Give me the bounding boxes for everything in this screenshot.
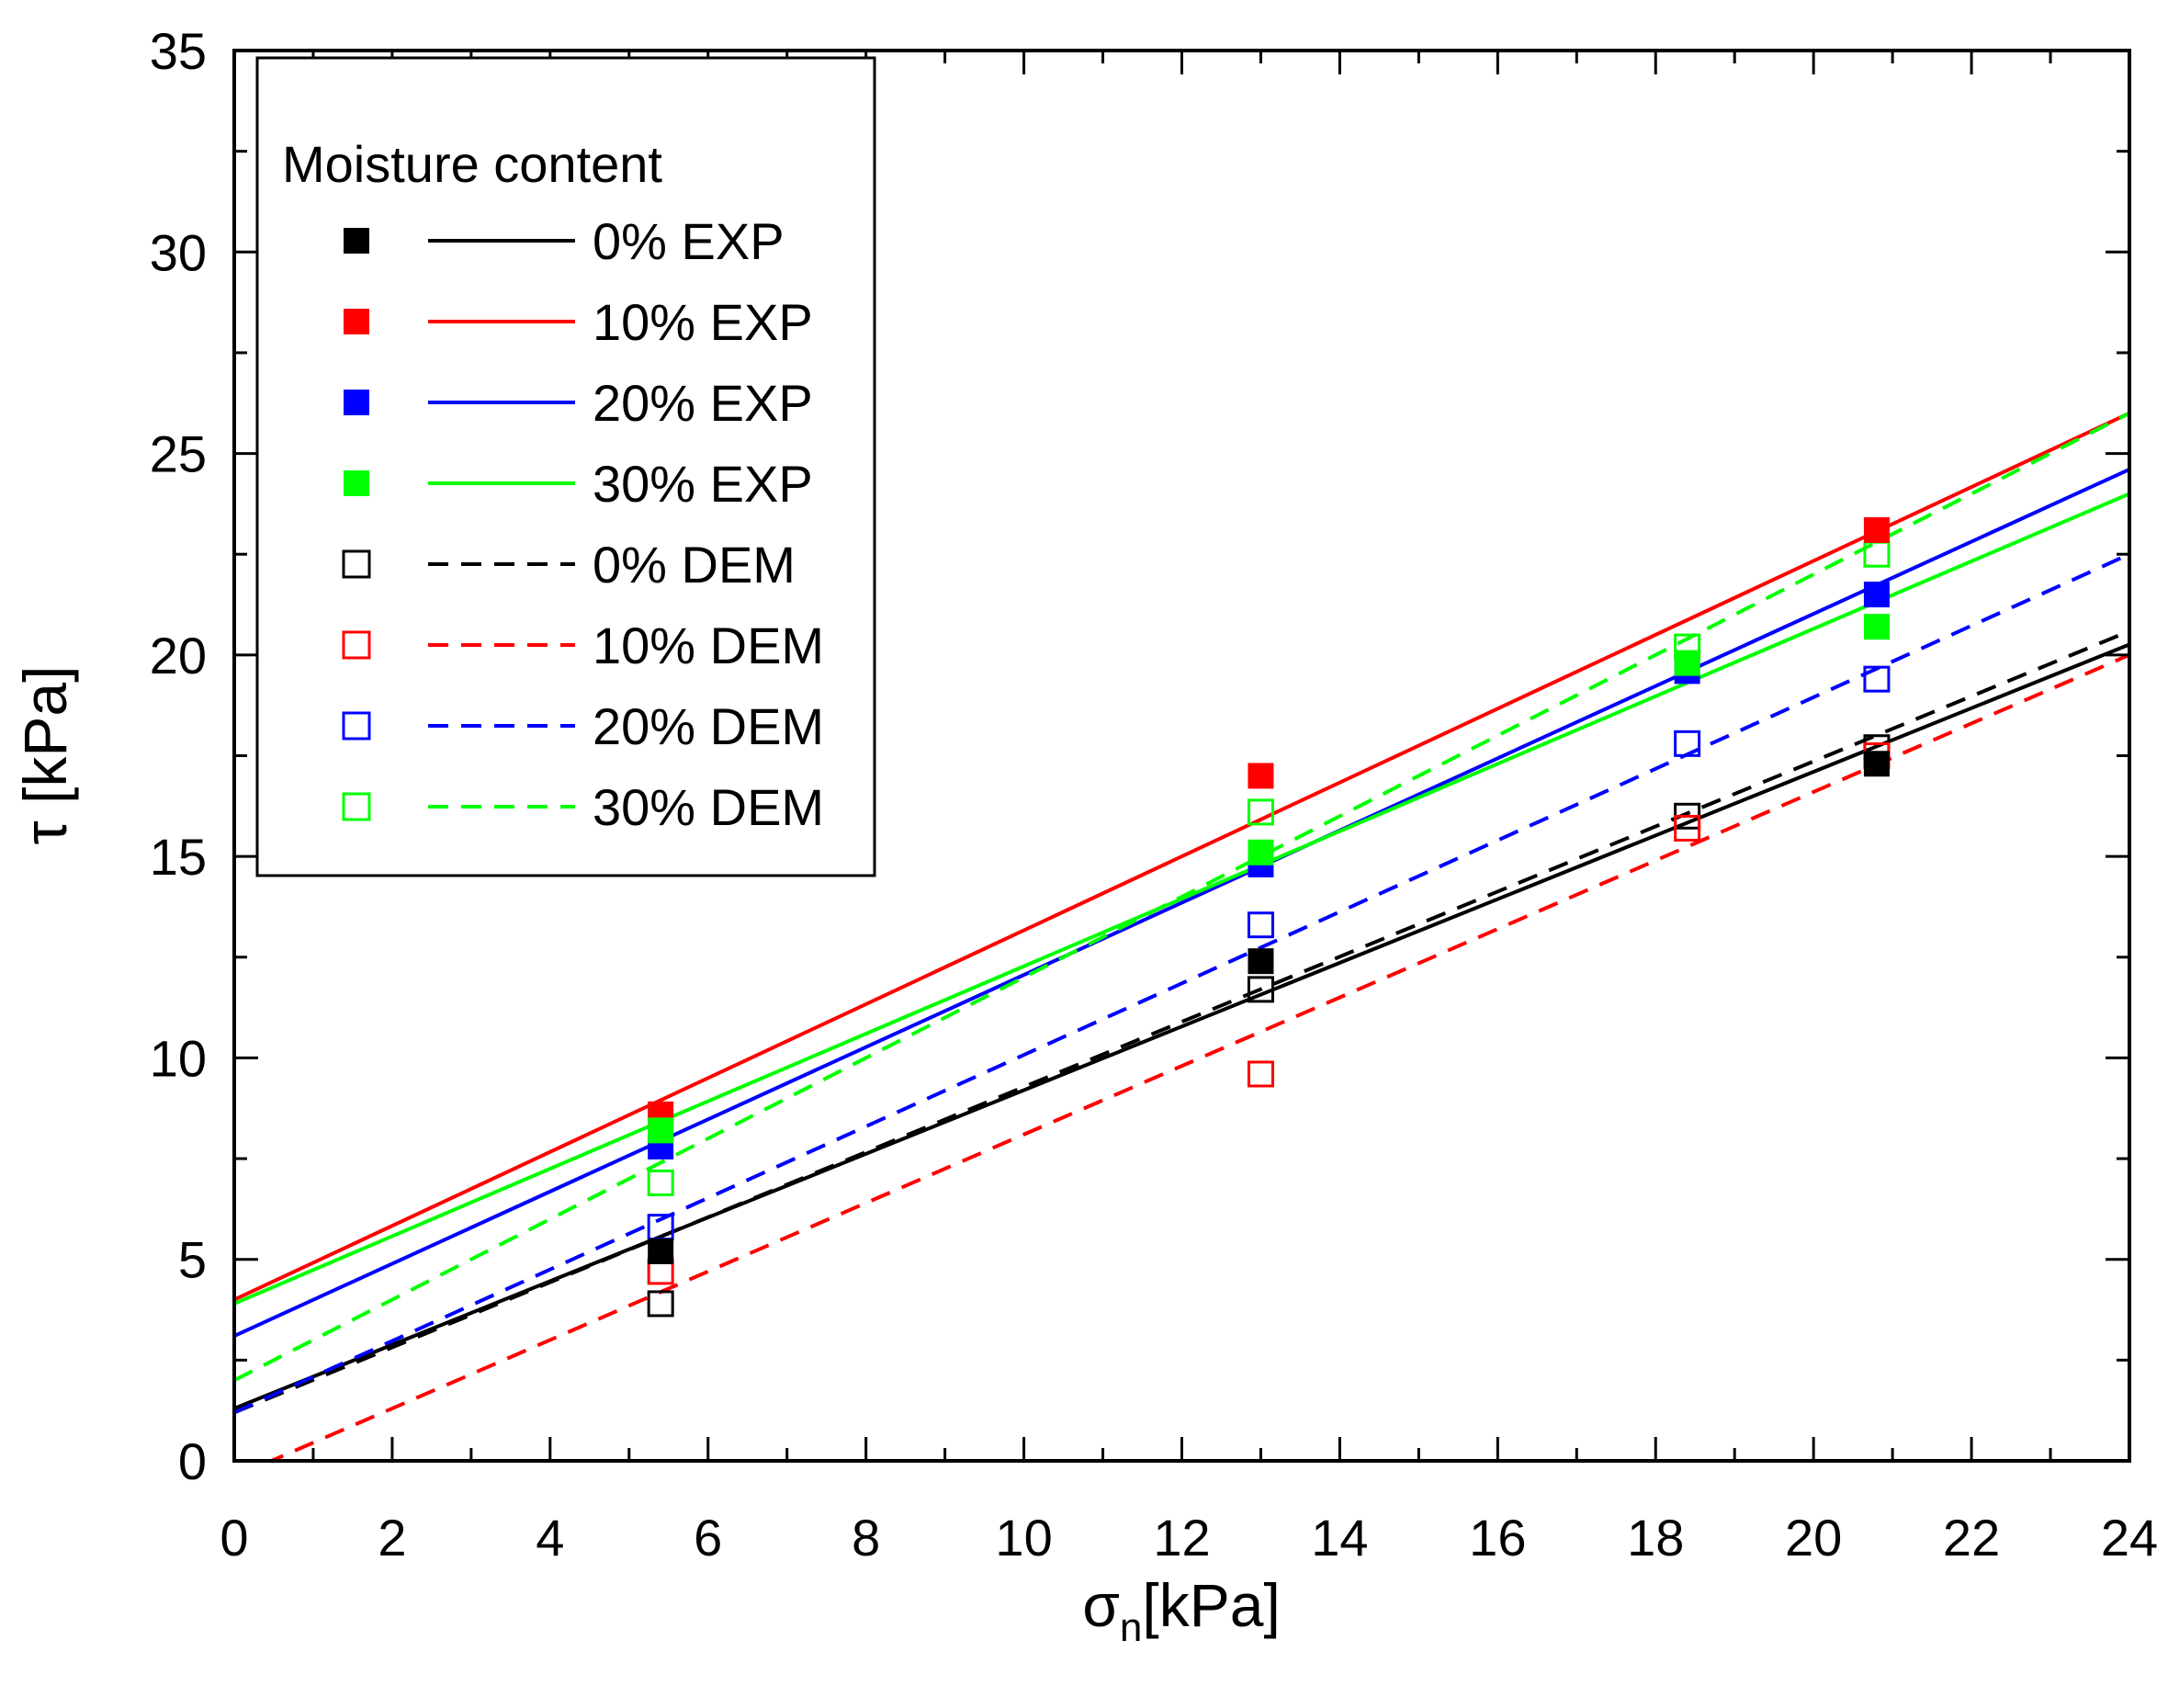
legend-title: Moisture content	[282, 135, 662, 193]
legend-items: 0% EXP 10% EXP 20% EXP 30% EXP 0% DEM 10% DEM…	[342, 212, 824, 836]
data-point	[1248, 763, 1274, 789]
legend-item-20pct-dem: 20% DEM	[342, 697, 824, 755]
data-point	[1863, 665, 1891, 693]
legend-item-20pct-exp: 20% EXP	[344, 374, 813, 432]
legend-item-10pct-exp: 10% EXP	[344, 293, 813, 351]
x-tick-label: 16	[1469, 1509, 1526, 1567]
data-point	[648, 1238, 674, 1264]
x-axis-label: σn[kPa]	[1082, 1571, 1281, 1650]
markers	[647, 516, 1891, 1318]
data-point	[1674, 650, 1700, 676]
legend-item-0pct-dem: 0% DEM	[342, 536, 796, 594]
y-tick-label: 5	[178, 1231, 207, 1289]
fit-line-20pct-dem	[234, 552, 2129, 1415]
legend-label: 0% EXP	[593, 212, 785, 270]
data-point	[1247, 1060, 1274, 1088]
fit-line-10pct-dem	[266, 653, 2129, 1461]
data-point	[1674, 730, 1701, 757]
legend: Moisture content 0% EXP 10% EXP 20% EXP 30%…	[255, 56, 876, 877]
y-tick-label: 30	[150, 223, 207, 281]
series-30pct-exp	[648, 614, 1890, 1144]
legend-item-30pct-dem: 30% DEM	[342, 778, 824, 836]
y-tick-label: 35	[150, 22, 207, 80]
y-tick-label: 20	[150, 627, 207, 684]
data-point	[1247, 911, 1274, 939]
legend-item-10pct-dem: 10% DEM	[342, 616, 824, 674]
data-point	[647, 1290, 674, 1318]
data-point	[1248, 839, 1274, 865]
legend-item-0pct-exp: 0% EXP	[344, 212, 785, 270]
data-point	[1863, 582, 1890, 608]
x-tick-label: 8	[852, 1509, 880, 1567]
data-point	[1248, 948, 1274, 975]
x-axis-label-main: σ	[1082, 1571, 1120, 1639]
x-tick-label: 20	[1785, 1509, 1842, 1567]
data-point	[1247, 798, 1274, 826]
data-point	[1863, 516, 1890, 543]
legend-label: 30% DEM	[593, 778, 824, 836]
x-axis-label-sub: n	[1120, 1605, 1142, 1650]
legend-label: 0% DEM	[593, 536, 796, 594]
legend-marker	[342, 549, 371, 579]
legend-label: 20% DEM	[593, 697, 824, 755]
fit-line-0pct-dem	[234, 629, 2129, 1415]
fit-line-10pct-exp	[234, 411, 2129, 1302]
legend-label: 30% EXP	[593, 455, 813, 513]
x-tick-label: 24	[2101, 1509, 2158, 1567]
y-tick-label: 25	[150, 425, 207, 483]
legend-marker	[344, 309, 369, 334]
legend-label: 10% EXP	[593, 293, 813, 351]
fit-line-30pct-dem	[234, 411, 2129, 1383]
legend-item-30pct-exp: 30% EXP	[344, 455, 813, 513]
x-tick-label: 2	[378, 1509, 406, 1567]
data-point	[1674, 814, 1701, 842]
y-tick-label: 15	[150, 828, 207, 886]
x-axis-label-unit: [kPa]	[1142, 1571, 1280, 1639]
data-point	[1863, 751, 1890, 777]
x-tick-label: 18	[1627, 1509, 1684, 1567]
legend-marker	[342, 711, 371, 741]
data-point	[1247, 976, 1274, 1003]
legend-marker	[344, 228, 369, 254]
legend-marker	[344, 470, 369, 496]
legend-label: 10% DEM	[593, 616, 824, 674]
x-tick-label: 4	[536, 1509, 564, 1567]
legend-label: 20% EXP	[593, 374, 813, 432]
fit-line-20pct-exp	[234, 468, 2129, 1338]
x-tick-label: 14	[1311, 1509, 1368, 1567]
x-tick-label: 10	[995, 1509, 1052, 1567]
data-point	[648, 1117, 674, 1144]
y-tick-label: 10	[150, 1029, 207, 1087]
data-layer	[234, 411, 2129, 1461]
legend-marker	[344, 390, 369, 415]
legend-marker	[342, 630, 371, 660]
data-point	[647, 1169, 674, 1196]
x-tick-label: 0	[220, 1509, 248, 1567]
series-20pct-dem	[647, 665, 1891, 1241]
x-tick-label: 12	[1153, 1509, 1210, 1567]
series-0pct-exp	[648, 751, 1890, 1264]
fit-lines	[234, 411, 2129, 1461]
legend-marker	[342, 792, 371, 821]
x-tick-label: 22	[1943, 1509, 2000, 1567]
x-tick-label: 6	[694, 1509, 722, 1567]
data-point	[1863, 614, 1890, 640]
series-10pct-exp	[648, 516, 1890, 1127]
y-tick-label: 0	[178, 1432, 207, 1490]
y-axis-label: τ [kPa]	[11, 666, 79, 845]
